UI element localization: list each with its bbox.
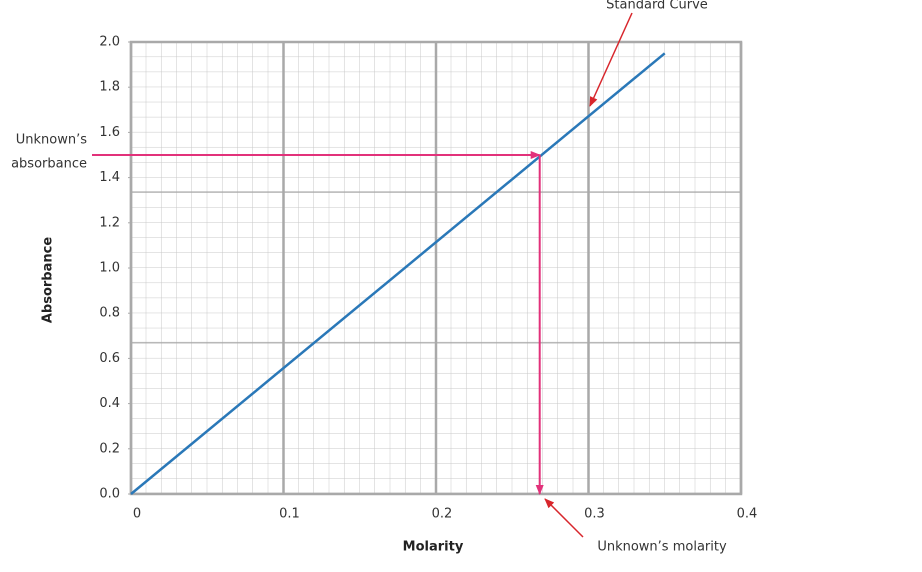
y-tick-label: 2.0 — [99, 35, 120, 50]
standard-curve — [130, 52, 666, 495]
y-tick-label: 0.8 — [99, 306, 120, 321]
absorbance-annotation: absorbance — [11, 157, 87, 172]
absorbance-annotation: Unknown’s — [16, 133, 87, 148]
x-tick-label: 0.3 — [584, 507, 605, 522]
y-axis-label: Absorbance — [41, 237, 56, 323]
y-tick-label: 1.8 — [99, 80, 120, 95]
y-tick-label: 0.0 — [99, 487, 120, 502]
x-tick-label: 0.4 — [737, 507, 758, 522]
y-tick-label: 1.0 — [99, 261, 120, 276]
y-tick-label: 1.2 — [99, 215, 120, 230]
annotation-arrow — [544, 498, 584, 538]
x-tick-label: 0.1 — [279, 507, 300, 522]
x-tick-label: 0 — [133, 507, 141, 522]
y-tick-label: 1.4 — [99, 170, 120, 185]
annotation-arrow — [589, 12, 633, 107]
y-tick-label: 0.4 — [99, 396, 120, 411]
x-axis-label: Molarity — [403, 540, 464, 555]
curve-annotation: Standard Curve — [606, 0, 708, 13]
y-tick-label: 0.6 — [99, 351, 120, 366]
y-tick-label: 1.6 — [99, 125, 120, 140]
plot-border — [129, 40, 743, 496]
x-tick-label: 0.2 — [432, 507, 453, 522]
y-tick-label: 0.2 — [99, 441, 120, 456]
molarity-annotation: Unknown’s molarity — [597, 540, 727, 555]
marks — [92, 52, 666, 495]
